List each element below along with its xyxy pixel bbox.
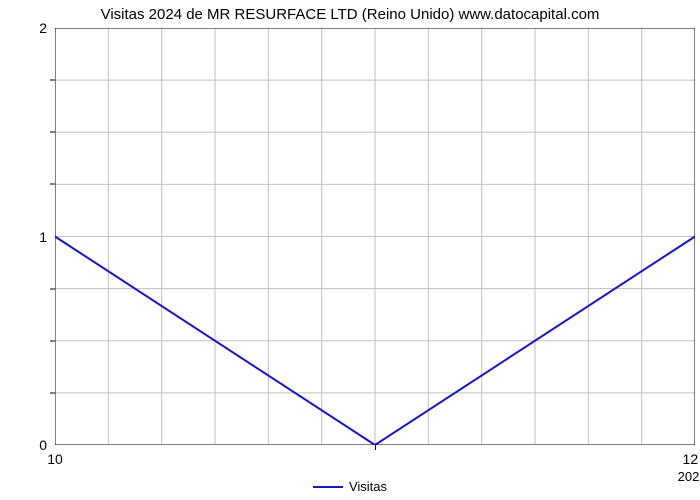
- y-minor-tick: [50, 392, 55, 393]
- y-minor-tick: [50, 184, 55, 185]
- x-minor-tick: [375, 445, 376, 450]
- chart-svg: [55, 28, 695, 445]
- y-minor-tick: [50, 132, 55, 133]
- y-axis-label: 0: [39, 437, 47, 453]
- y-minor-tick: [50, 80, 55, 81]
- x-axis-label: 12: [683, 451, 699, 467]
- y-axis-label: 1: [39, 229, 47, 245]
- legend-label: Visitas: [349, 479, 387, 494]
- chart-plot-area: 012 1012202: [55, 28, 695, 445]
- legend: Visitas: [0, 479, 700, 494]
- legend-line: [313, 486, 343, 488]
- chart-title: Visitas 2024 de MR RESURFACE LTD (Reino …: [0, 6, 700, 23]
- y-axis-label: 2: [39, 20, 47, 36]
- y-minor-tick: [50, 340, 55, 341]
- x-axis-label: 10: [47, 451, 63, 467]
- y-minor-tick: [50, 288, 55, 289]
